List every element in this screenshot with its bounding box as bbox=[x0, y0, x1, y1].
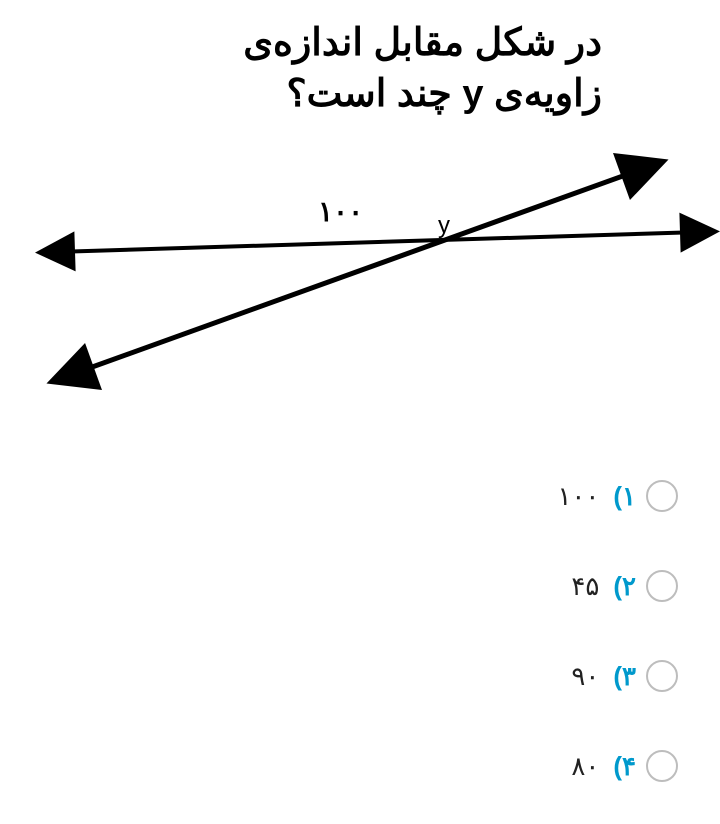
geometry-diagram: ۱۰۰ y bbox=[0, 150, 720, 410]
option-value: ۸۰ bbox=[571, 751, 599, 782]
option-3[interactable]: ۳) ۹۰ bbox=[557, 660, 678, 692]
line-horizontal bbox=[55, 232, 700, 252]
option-number: ۲) bbox=[613, 571, 636, 602]
radio-icon[interactable] bbox=[646, 660, 678, 692]
question-line1: در شکل مقابل اندازه‌ی bbox=[243, 22, 602, 64]
option-number: ۱) bbox=[613, 481, 636, 512]
option-value: ۹۰ bbox=[571, 661, 599, 692]
option-1[interactable]: ۱) ۱۰۰ bbox=[557, 480, 678, 512]
option-number: ۳) bbox=[613, 661, 636, 692]
option-4[interactable]: ۴) ۸۰ bbox=[557, 750, 678, 782]
question-title: در شکل مقابل اندازه‌ی زاویه‌ی y چند است؟ bbox=[120, 18, 602, 121]
options-list: ۱) ۱۰۰ ۲) ۴۵ ۳) ۹۰ ۴) ۸۰ bbox=[557, 480, 678, 782]
radio-icon[interactable] bbox=[646, 750, 678, 782]
option-value: ۱۰۰ bbox=[557, 481, 599, 512]
option-value: ۴۵ bbox=[571, 571, 599, 602]
option-2[interactable]: ۲) ۴۵ bbox=[557, 570, 678, 602]
angle-label-y: y bbox=[438, 212, 450, 240]
angle-label-100: ۱۰۰ bbox=[318, 195, 363, 228]
radio-icon[interactable] bbox=[646, 570, 678, 602]
option-number: ۴) bbox=[613, 751, 636, 782]
diagram-svg bbox=[0, 150, 720, 410]
radio-icon[interactable] bbox=[646, 480, 678, 512]
question-line2: زاویه‌ی y چند است؟ bbox=[286, 73, 602, 115]
